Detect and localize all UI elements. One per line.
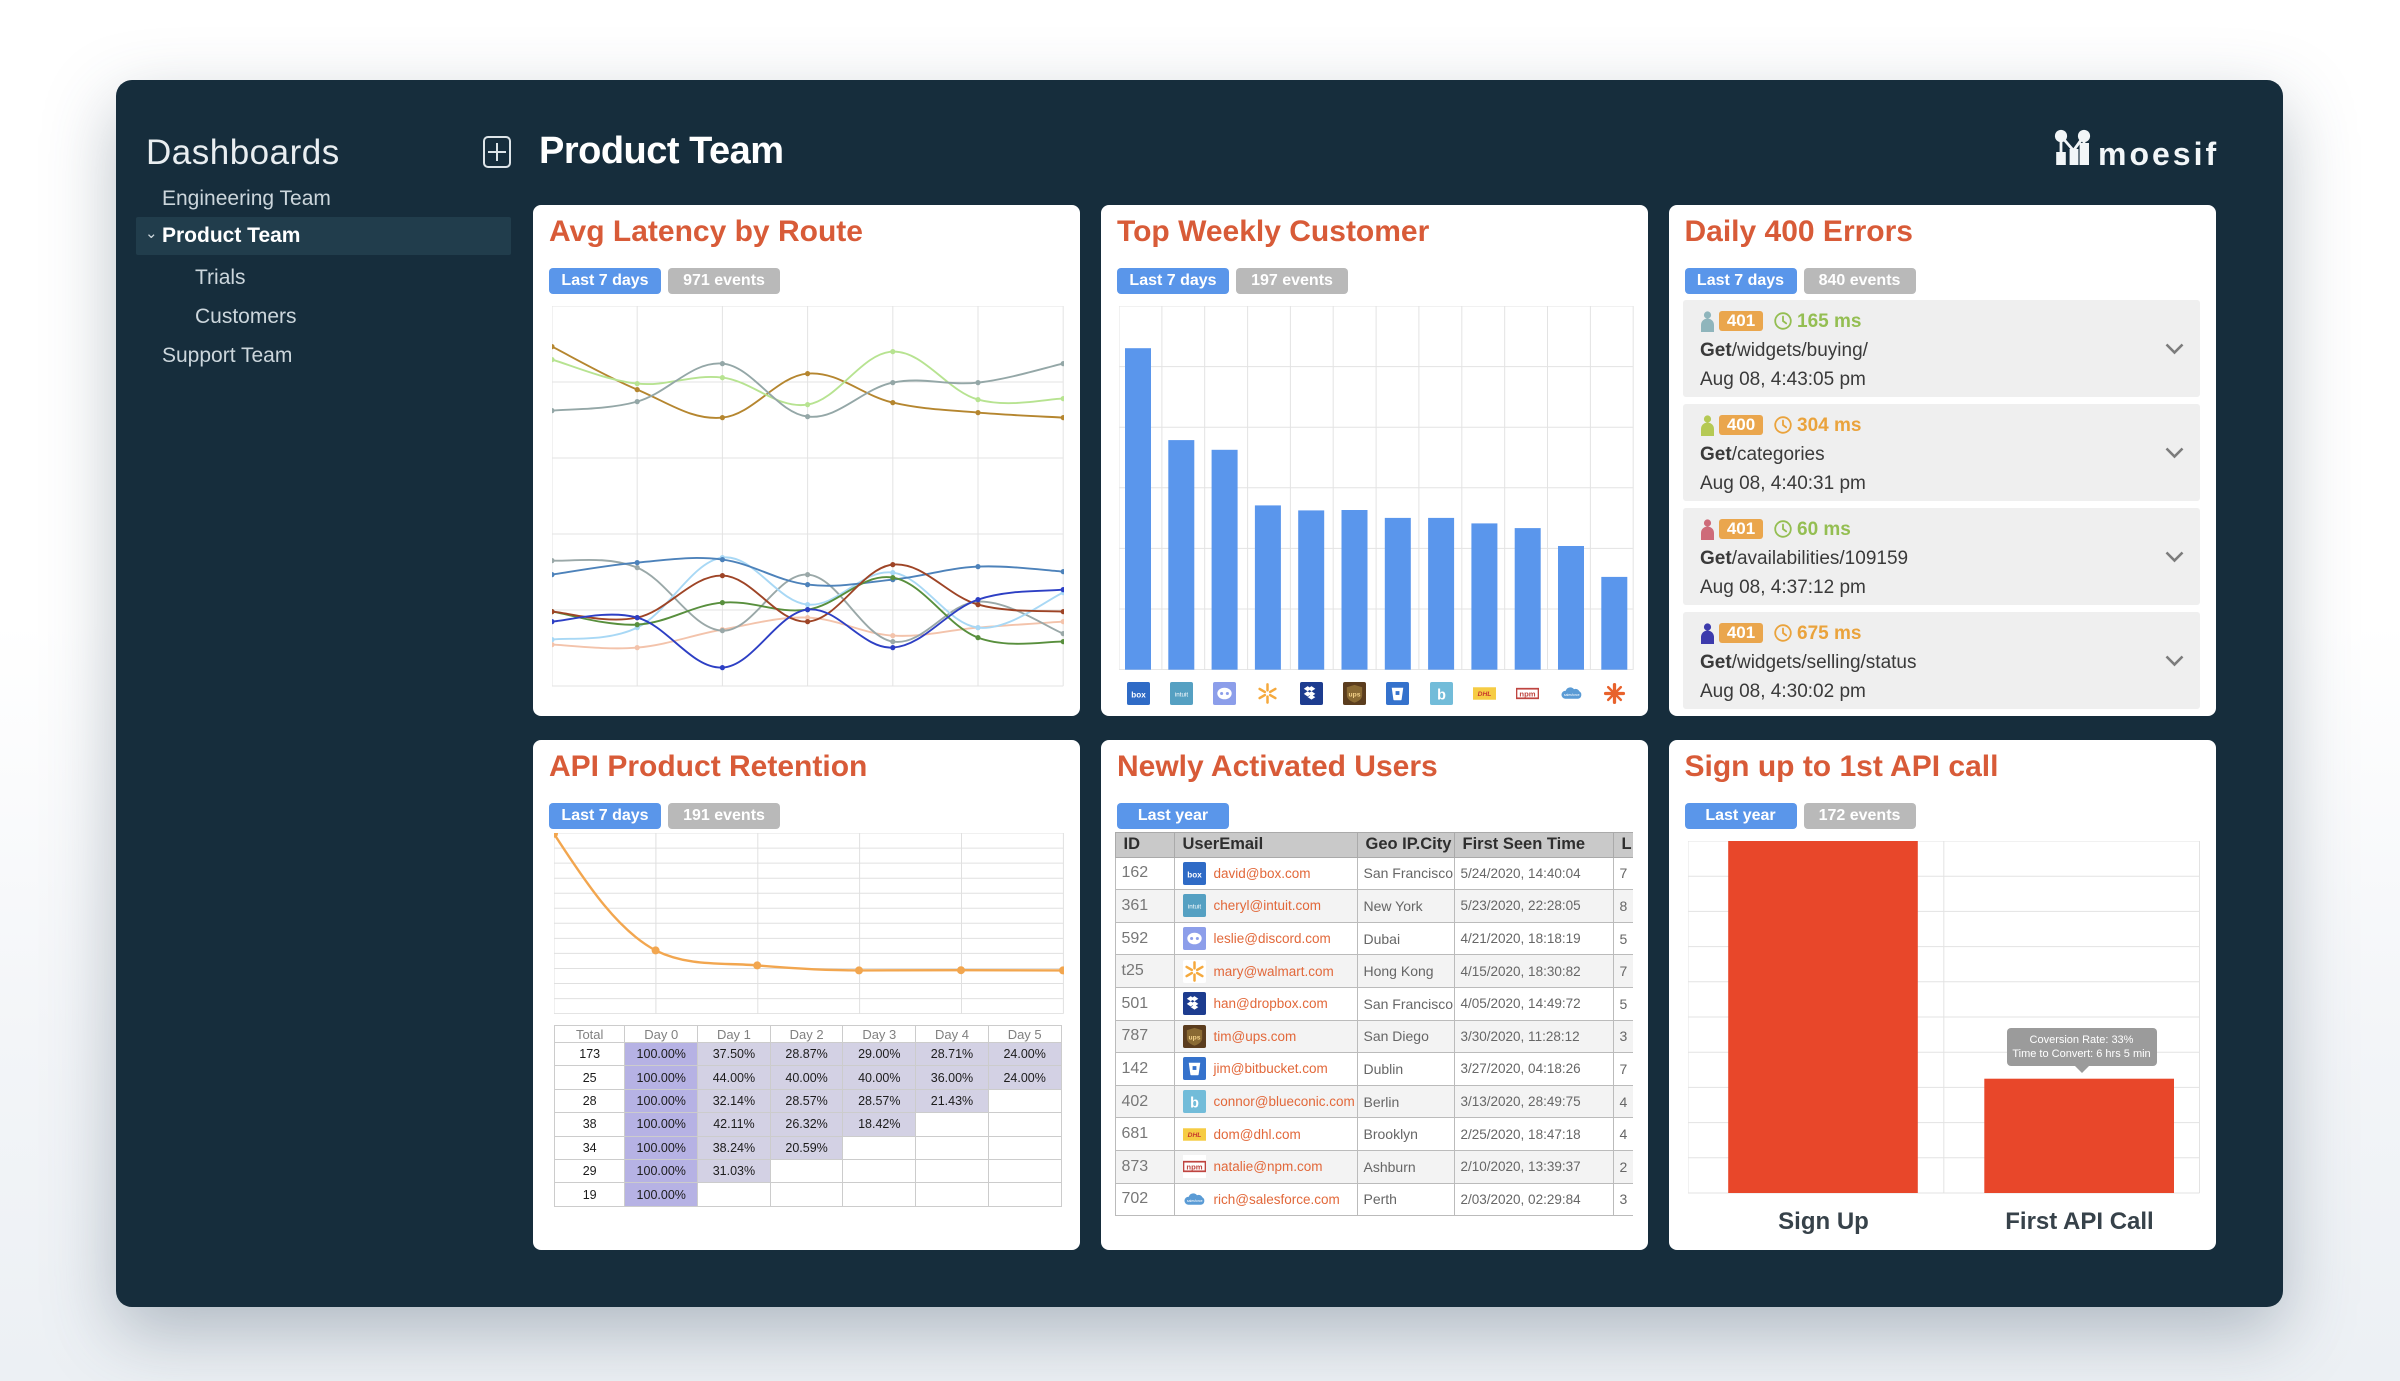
svg-text:intuit: intuit <box>1187 904 1200 911</box>
svg-text:b: b <box>1190 1095 1199 1111</box>
svg-text:salesforce: salesforce <box>1563 692 1579 696</box>
svg-text:ups: ups <box>1349 691 1361 698</box>
svg-text:ups: ups <box>1188 1034 1200 1041</box>
svg-text:salesforce: salesforce <box>1186 1199 1202 1203</box>
svg-text:moesif: moesif <box>2098 136 2219 171</box>
svg-text:box: box <box>1187 870 1202 879</box>
svg-text:intuit: intuit <box>1175 691 1188 698</box>
svg-text:DHL: DHL <box>1187 1132 1201 1139</box>
svg-text:npm: npm <box>1520 689 1536 698</box>
svg-text:DHL: DHL <box>1478 691 1492 698</box>
svg-text:b: b <box>1437 687 1446 703</box>
svg-text:npm: npm <box>1186 1163 1202 1172</box>
svg-text:box: box <box>1131 690 1146 699</box>
